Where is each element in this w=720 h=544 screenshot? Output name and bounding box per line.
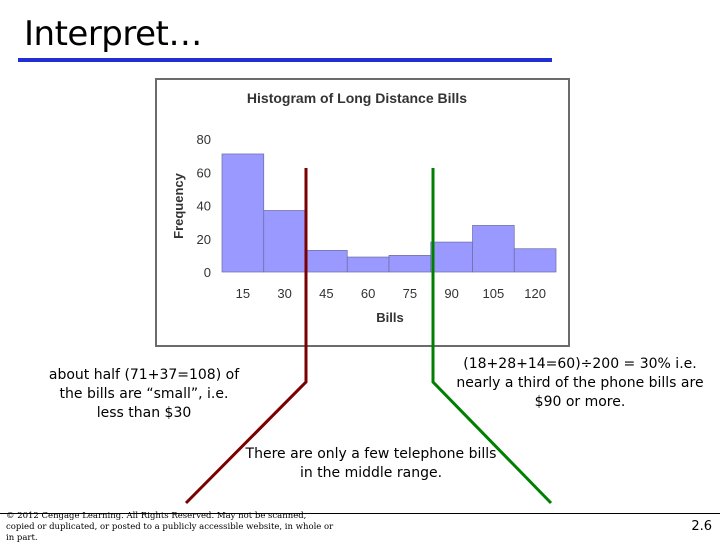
x-tick-label: 30 <box>277 286 291 301</box>
page-number: 2.6 <box>691 519 712 534</box>
y-tick-label: 40 <box>197 199 211 214</box>
histogram-bar <box>221 153 265 273</box>
title-underline <box>18 58 552 62</box>
x-tick-label: 120 <box>524 286 546 301</box>
y-tick-label: 0 <box>204 265 211 280</box>
x-tick-label: 105 <box>483 286 505 301</box>
x-tick-label: 75 <box>403 286 417 301</box>
slide-title: Interpret… <box>24 14 202 54</box>
x-tick-label: 60 <box>361 286 375 301</box>
y-axis-label: Frequency <box>171 172 186 239</box>
histogram-bar <box>305 250 348 273</box>
histogram-bar <box>430 241 473 273</box>
chart-title: Histogram of Long Distance Bills <box>247 90 467 106</box>
annotation-arrows <box>184 168 553 505</box>
histogram-bar <box>513 248 557 273</box>
y-tick-label: 20 <box>197 232 211 247</box>
x-tick-label: 90 <box>444 286 458 301</box>
y-tick-labels: 0 20 40 60 80 <box>197 132 211 280</box>
histogram-bar <box>263 210 306 273</box>
bars-layer <box>221 153 557 273</box>
y-tick-label: 60 <box>197 165 211 180</box>
x-tick-label: 15 <box>236 286 250 301</box>
right-annotation-line <box>431 168 553 505</box>
note-large-bills: (18+28+14=60)÷200 = 30% i.e. nearly a th… <box>456 356 704 410</box>
footer-rule <box>0 513 720 514</box>
x-tick-labels: 15 30 45 60 75 90 105 120 <box>236 286 546 301</box>
histogram-bar <box>388 255 432 273</box>
y-tick-label: 80 <box>197 132 211 147</box>
histogram-bar <box>472 225 515 273</box>
x-axis-label: Bills <box>376 310 403 325</box>
copyright-notice: © 2012 Cengage Learning. All Rights Rese… <box>6 511 334 543</box>
note-middle-range: There are only a few telephone bills in … <box>245 446 497 481</box>
note-small-bills: about half (71+37=108) of the bills are … <box>48 367 240 421</box>
left-annotation-line <box>184 168 308 505</box>
x-tick-label: 45 <box>319 286 333 301</box>
histogram-bar <box>346 256 390 273</box>
